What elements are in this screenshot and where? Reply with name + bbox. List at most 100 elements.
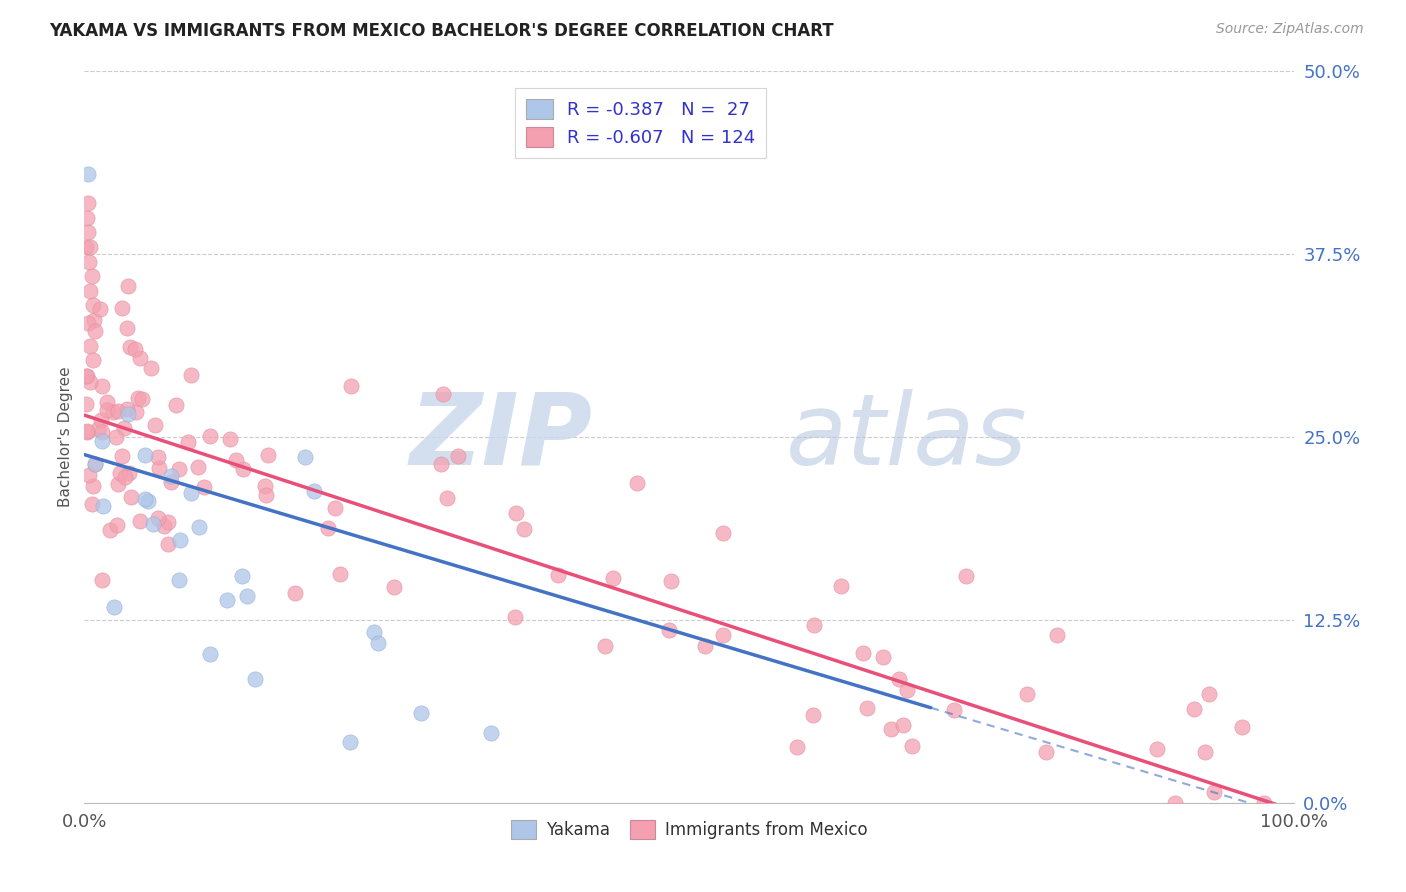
Point: [82, 298, 104, 312]
Point: [75, 368, 97, 383]
Point: [148, 461, 170, 475]
Text: ZIP: ZIP: [409, 389, 592, 485]
Point: [711, 526, 734, 541]
Point: [254, 479, 277, 493]
Point: [142, 516, 165, 531]
Point: [411, 706, 433, 720]
Point: [77, 254, 100, 268]
Point: [75, 240, 97, 254]
Point: [79, 240, 101, 254]
Point: [889, 672, 911, 686]
Point: [658, 623, 681, 637]
Point: [693, 639, 716, 653]
Point: [225, 452, 247, 467]
Point: [382, 580, 405, 594]
Point: [134, 492, 156, 507]
Point: [896, 683, 918, 698]
Point: [83, 458, 105, 472]
Point: [86, 422, 108, 436]
Point: [505, 610, 527, 624]
Point: [90, 434, 112, 448]
Point: [143, 417, 166, 432]
Point: [153, 519, 176, 533]
Point: [316, 520, 339, 534]
Point: [117, 279, 139, 293]
Point: [339, 735, 361, 749]
Point: [626, 475, 648, 490]
Point: [156, 516, 179, 530]
Text: Source: ZipAtlas.com: Source: ZipAtlas.com: [1216, 22, 1364, 37]
Point: [90, 412, 112, 426]
Point: [83, 313, 105, 327]
Point: [856, 701, 879, 715]
Point: [111, 301, 134, 315]
Point: [302, 484, 325, 499]
Point: [105, 518, 128, 533]
Point: [117, 407, 139, 421]
Point: [76, 211, 98, 225]
Point: [446, 449, 468, 463]
Point: [165, 398, 187, 412]
Point: [110, 467, 132, 481]
Point: [98, 523, 121, 537]
Point: [115, 402, 138, 417]
Point: [157, 537, 180, 551]
Point: [91, 499, 114, 513]
Point: [124, 342, 146, 356]
Point: [852, 646, 875, 660]
Point: [96, 394, 118, 409]
Point: [479, 726, 502, 740]
Point: [232, 462, 254, 476]
Text: atlas: atlas: [786, 389, 1028, 485]
Point: [1253, 796, 1275, 810]
Point: [169, 533, 191, 548]
Text: YAKAMA VS IMMIGRANTS FROM MEXICO BACHELOR'S DEGREE CORRELATION CHART: YAKAMA VS IMMIGRANTS FROM MEXICO BACHELO…: [49, 22, 834, 40]
Point: [91, 573, 114, 587]
Point: [76, 369, 98, 384]
Point: [141, 360, 163, 375]
Point: [125, 404, 148, 418]
Point: [77, 467, 100, 482]
Point: [180, 368, 202, 382]
Point: [148, 450, 170, 465]
Point: [257, 448, 280, 462]
Point: [129, 514, 152, 528]
Point: [115, 321, 138, 335]
Point: [118, 340, 141, 354]
Point: [713, 628, 735, 642]
Point: [219, 432, 242, 446]
Point: [943, 703, 966, 717]
Point: [134, 448, 156, 462]
Point: [77, 225, 100, 239]
Point: [120, 490, 142, 504]
Point: [801, 707, 824, 722]
Y-axis label: Bachelor's Degree: Bachelor's Degree: [58, 367, 73, 508]
Point: [830, 579, 852, 593]
Point: [80, 497, 103, 511]
Point: [118, 466, 141, 480]
Point: [323, 500, 346, 515]
Point: [1046, 628, 1069, 642]
Point: [79, 284, 101, 298]
Point: [215, 592, 238, 607]
Point: [146, 510, 169, 524]
Point: [880, 723, 903, 737]
Point: [89, 302, 111, 317]
Point: [513, 522, 536, 536]
Point: [659, 574, 682, 588]
Point: [547, 568, 569, 582]
Point: [436, 491, 458, 505]
Point: [1194, 745, 1216, 759]
Point: [127, 391, 149, 405]
Point: [76, 316, 98, 330]
Point: [75, 397, 97, 411]
Point: [76, 424, 98, 438]
Point: [159, 475, 181, 490]
Point: [169, 573, 191, 587]
Point: [1230, 720, 1253, 734]
Point: [103, 405, 125, 419]
Point: [111, 449, 134, 463]
Point: [432, 387, 454, 401]
Point: [429, 457, 451, 471]
Point: [1164, 796, 1187, 810]
